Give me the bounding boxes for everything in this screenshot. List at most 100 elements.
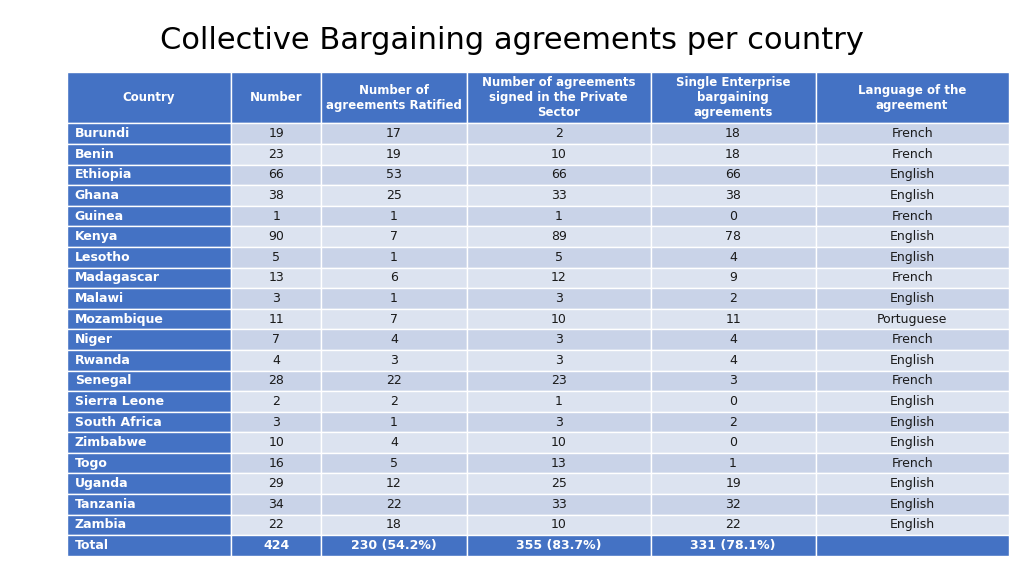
Bar [815, 206, 1009, 226]
Text: Zimbabwe: Zimbabwe [75, 436, 147, 449]
Bar [650, 123, 815, 144]
Text: 3: 3 [555, 354, 563, 367]
Bar [231, 535, 321, 556]
Bar [231, 370, 321, 391]
Bar [650, 144, 815, 165]
Text: 3: 3 [555, 333, 563, 346]
Text: 29: 29 [268, 478, 284, 490]
Bar [321, 329, 467, 350]
Text: 18: 18 [386, 518, 401, 532]
Text: Togo: Togo [75, 457, 108, 469]
Text: 4: 4 [729, 333, 737, 346]
Bar [650, 247, 815, 268]
Bar [815, 185, 1009, 206]
Text: 22: 22 [268, 518, 284, 532]
Bar [231, 433, 321, 453]
Text: 5: 5 [390, 457, 398, 469]
Text: 1: 1 [555, 395, 563, 408]
Bar [321, 453, 467, 473]
Text: 4: 4 [390, 436, 398, 449]
Bar [467, 123, 650, 144]
Bar [815, 473, 1009, 494]
Text: English: English [890, 415, 935, 429]
Bar [231, 309, 321, 329]
Text: Zambia: Zambia [75, 518, 127, 532]
Bar [231, 329, 321, 350]
Bar [231, 473, 321, 494]
Bar [467, 206, 650, 226]
Text: Malawi: Malawi [75, 292, 124, 305]
Text: 4: 4 [272, 354, 281, 367]
Text: Madagascar: Madagascar [75, 271, 160, 285]
Bar [321, 268, 467, 288]
Bar [650, 535, 815, 556]
Bar [67, 412, 231, 433]
Bar [321, 515, 467, 535]
Text: Uganda: Uganda [75, 478, 128, 490]
Text: 33: 33 [551, 189, 566, 202]
Text: 89: 89 [551, 230, 566, 243]
Bar [67, 72, 231, 123]
Bar [67, 144, 231, 165]
Bar [321, 309, 467, 329]
Text: 10: 10 [551, 518, 566, 532]
Text: 1: 1 [390, 415, 398, 429]
Bar [815, 433, 1009, 453]
Bar [231, 391, 321, 412]
Text: 78: 78 [725, 230, 741, 243]
Text: 1: 1 [390, 251, 398, 264]
Text: 2: 2 [555, 127, 563, 141]
Text: 3: 3 [390, 354, 398, 367]
Bar [67, 535, 231, 556]
Bar [650, 226, 815, 247]
Bar [650, 391, 815, 412]
Bar [231, 412, 321, 433]
Text: English: English [890, 518, 935, 532]
Text: 3: 3 [272, 415, 281, 429]
Text: 0: 0 [729, 395, 737, 408]
Text: 23: 23 [551, 374, 566, 387]
Bar [231, 123, 321, 144]
Bar [67, 433, 231, 453]
Bar [231, 453, 321, 473]
Bar [321, 288, 467, 309]
Bar [467, 288, 650, 309]
Text: 22: 22 [725, 518, 741, 532]
Bar [650, 515, 815, 535]
Text: 16: 16 [268, 457, 284, 469]
Bar [231, 288, 321, 309]
Text: French: French [891, 148, 933, 161]
Text: Number of
agreements Ratified: Number of agreements Ratified [326, 84, 462, 112]
Bar [467, 412, 650, 433]
Text: Benin: Benin [75, 148, 115, 161]
Text: 11: 11 [725, 313, 741, 325]
Text: 7: 7 [390, 230, 398, 243]
Bar [650, 165, 815, 185]
Bar [650, 453, 815, 473]
Bar [231, 515, 321, 535]
Bar [67, 226, 231, 247]
Text: 2: 2 [729, 415, 737, 429]
Text: 38: 38 [268, 189, 284, 202]
Text: 3: 3 [555, 415, 563, 429]
Bar [67, 247, 231, 268]
Bar [815, 515, 1009, 535]
Bar [467, 473, 650, 494]
Text: 7: 7 [272, 333, 281, 346]
Bar [815, 226, 1009, 247]
Bar [815, 144, 1009, 165]
Bar [67, 494, 231, 515]
Bar [815, 123, 1009, 144]
Text: 0: 0 [729, 436, 737, 449]
Bar [67, 391, 231, 412]
Bar [815, 535, 1009, 556]
Bar [231, 206, 321, 226]
Bar [321, 123, 467, 144]
Text: French: French [891, 271, 933, 285]
Bar [231, 247, 321, 268]
Bar [231, 268, 321, 288]
Bar [67, 123, 231, 144]
Text: 4: 4 [390, 333, 398, 346]
Bar [815, 72, 1009, 123]
Bar [650, 185, 815, 206]
